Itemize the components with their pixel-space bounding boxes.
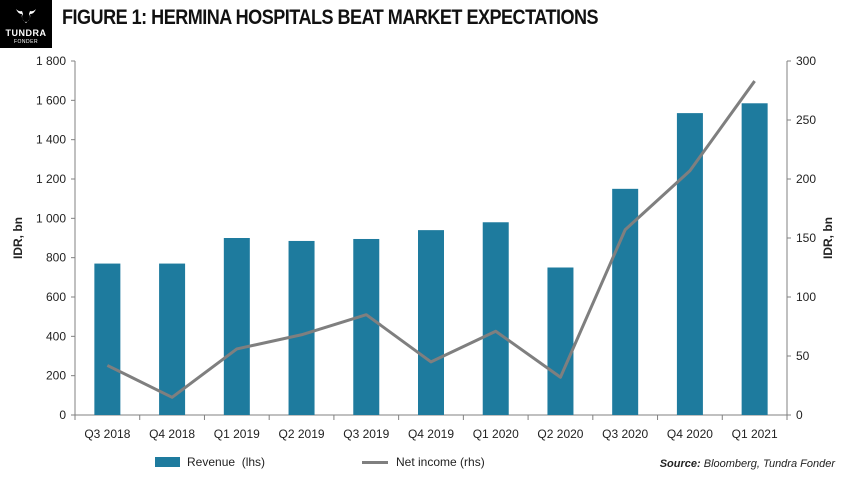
revenue-bars — [94, 103, 768, 416]
y-tick-label-left: 800 — [46, 251, 66, 265]
y-axis-label-right: IDR, bn — [821, 217, 835, 259]
logo-name: TUNDRA — [5, 28, 47, 38]
net-income-line — [106, 80, 756, 399]
y-tick-label-right: 250 — [796, 113, 816, 127]
x-tick-label: Q1 2020 — [473, 427, 519, 441]
legend-swatch-revenue — [155, 457, 180, 467]
x-tick-label: Q2 2020 — [537, 427, 583, 441]
bull-icon — [16, 9, 36, 23]
tundra-logo: TUNDRA FONDER — [0, 0, 52, 48]
y-tick-label-left: 1 400 — [36, 133, 66, 147]
source-label: Source: — [659, 458, 701, 470]
legend-swatch-net-income — [362, 460, 388, 464]
legend-label-net-income: Net income (rhs) — [396, 455, 485, 469]
y-tick-label-left: 1 600 — [36, 93, 66, 107]
revenue-bar — [482, 222, 509, 415]
y-tick-label-left: 600 — [46, 290, 66, 304]
x-tick-label: Q2 2019 — [279, 427, 325, 441]
y-tick-label-left: 0 — [59, 408, 66, 422]
y-tick-label-left: 400 — [46, 329, 66, 343]
source-note: Source: Bloomberg, Tundra Fonder — [660, 458, 835, 470]
y-axis-label-left: IDR, bn — [11, 217, 25, 259]
x-tick-label: Q4 2020 — [667, 427, 713, 441]
revenue-bar — [547, 267, 574, 415]
x-tick-label: Q3 2020 — [602, 427, 648, 441]
x-tick-label: Q4 2019 — [408, 427, 454, 441]
axis-ticks: 0 200 400 600 800 1 000 1 200 1 400 1 600 1 800 0 5… — [36, 54, 816, 441]
y-tick-label-right: 50 — [796, 349, 810, 363]
legend-revenue: Revenue (lhs) — [155, 455, 265, 469]
x-tick-label: Q1 2019 — [214, 427, 260, 441]
x-tick-label: Q3 2019 — [343, 427, 389, 441]
logo-subtitle: FONDER — [13, 39, 39, 45]
x-tick-label: Q4 2018 — [149, 427, 195, 441]
y-tick-label-right: 100 — [796, 290, 816, 304]
y-tick-label-right: 150 — [796, 231, 816, 245]
legend-net-income: Net income (rhs) — [362, 455, 485, 469]
legend-label-revenue: Revenue (lhs) — [187, 455, 266, 469]
y-tick-label-left: 1 200 — [36, 172, 66, 186]
x-tick-label: Q1 2021 — [732, 427, 778, 441]
revenue-bar — [353, 238, 380, 415]
revenue-bar — [288, 240, 315, 415]
x-tick-label: Q3 2018 — [84, 427, 130, 441]
y-tick-label-left: 1 800 — [36, 54, 66, 68]
y-tick-label-right: 200 — [796, 172, 816, 186]
chart-title: FIGURE 1: HERMINA HOSPITALS BEAT MARKET … — [62, 6, 599, 29]
revenue-bar — [223, 238, 250, 415]
y-tick-label-left: 1 000 — [36, 211, 66, 225]
revenue-bar — [741, 103, 768, 416]
y-tick-label-right: 300 — [796, 54, 816, 68]
revenue-bar — [612, 188, 639, 415]
revenue-bar — [418, 230, 444, 415]
revenue-bar — [94, 263, 121, 415]
revenue-bar — [676, 113, 703, 415]
source-text: Bloomberg, Tundra Fonder — [703, 458, 835, 470]
y-tick-label-left: 200 — [46, 369, 66, 383]
y-tick-label-right: 0 — [796, 408, 803, 422]
